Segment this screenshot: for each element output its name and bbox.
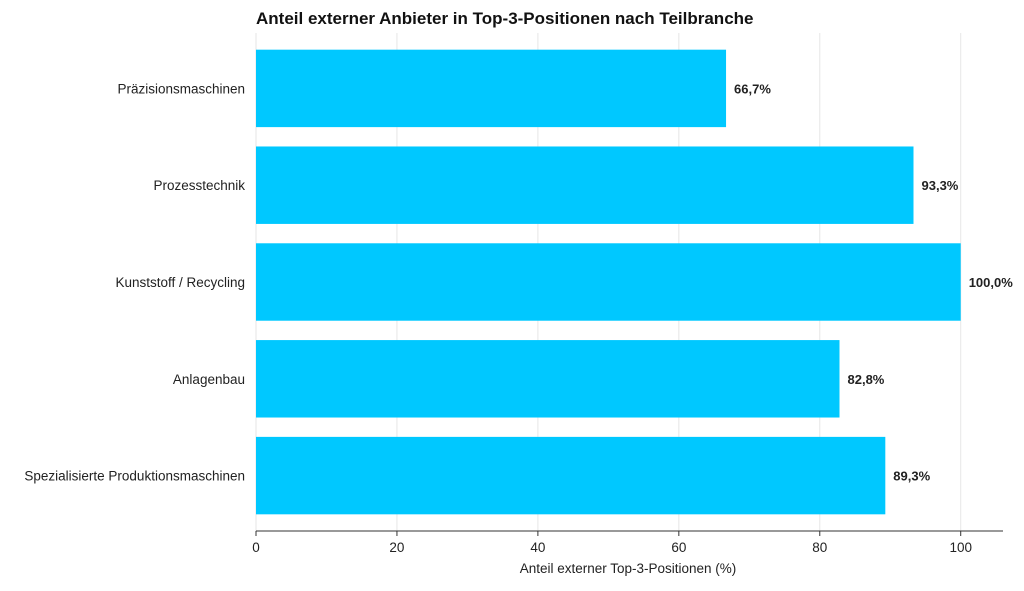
chart-title: Anteil externer Anbieter in Top-3-Positi… [256, 9, 753, 28]
bars [256, 49, 961, 515]
value-label: 100,0% [969, 275, 1014, 290]
bar [256, 436, 886, 515]
bar [256, 243, 961, 321]
value-label: 66,7% [734, 81, 771, 96]
bar [256, 146, 914, 224]
x-axis-ticks: 0 20 40 60 80 100 [252, 531, 972, 555]
x-tick-label: 40 [530, 540, 545, 555]
value-labels: 66,7% 93,3% 100,0% 82,8% 89,3% [734, 81, 1013, 483]
category-label: Präzisionsmaschinen [117, 81, 245, 96]
x-tick-label: 0 [252, 540, 260, 555]
x-tick-label: 100 [949, 540, 972, 555]
category-label: Anlagenbau [173, 372, 245, 387]
category-label: Kunststoff / Recycling [115, 275, 245, 290]
value-label: 82,8% [848, 372, 885, 387]
x-tick-label: 20 [389, 540, 404, 555]
value-label: 93,3% [922, 178, 959, 193]
category-label: Prozesstechnik [153, 178, 245, 193]
value-label: 89,3% [893, 469, 930, 484]
x-tick-label: 60 [671, 540, 686, 555]
bar [256, 49, 727, 128]
x-axis-title: Anteil externer Top-3-Positionen (%) [520, 561, 737, 576]
x-tick-label: 80 [812, 540, 827, 555]
category-label: Spezialisierte Produktionsmaschinen [24, 469, 245, 484]
bar [256, 340, 840, 418]
category-labels: Präzisionsmaschinen Prozesstechnik Kunstst… [24, 81, 245, 483]
